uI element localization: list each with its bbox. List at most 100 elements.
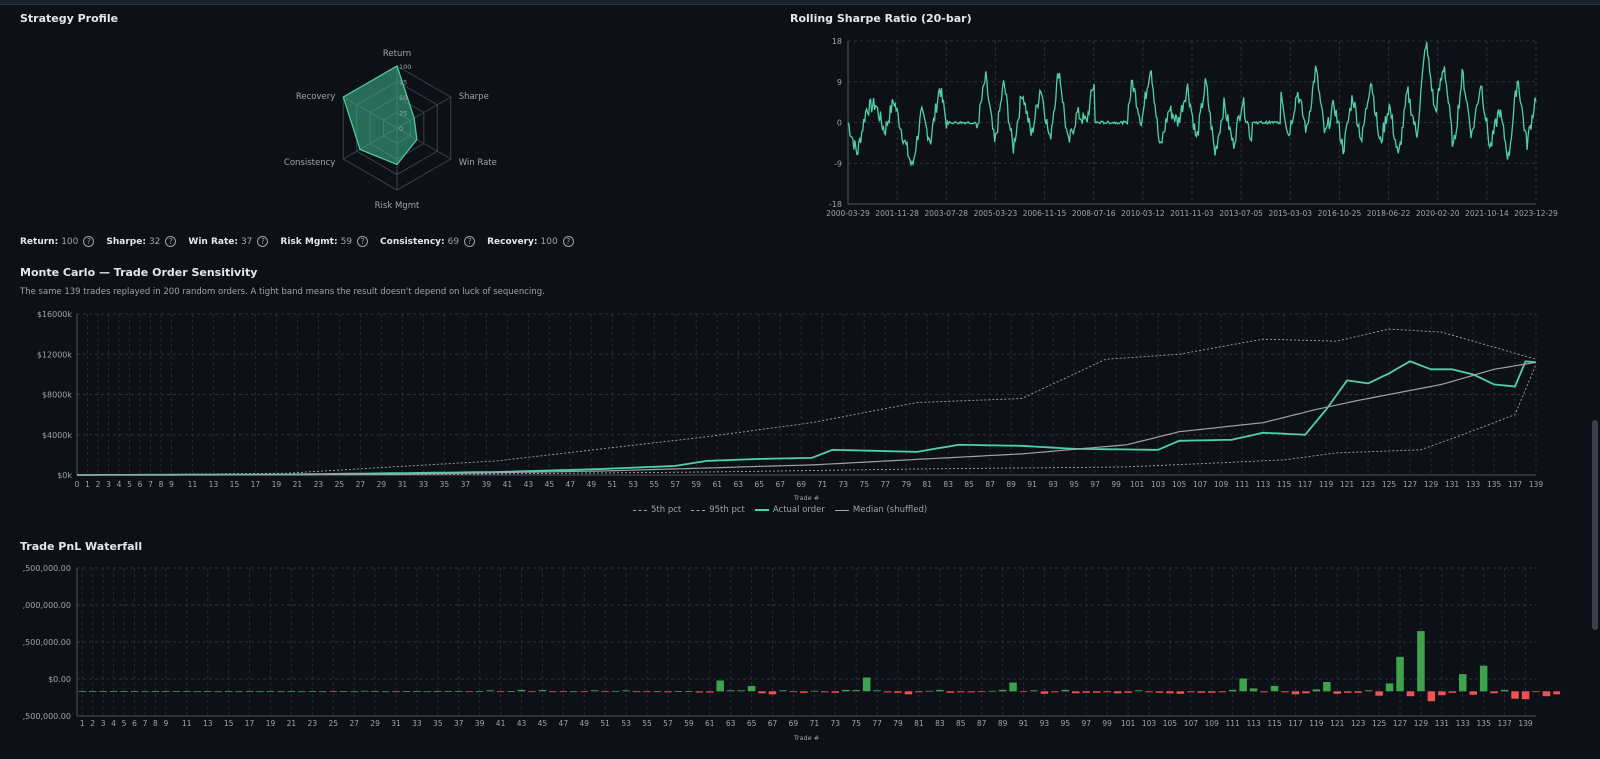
mc-x-tick: 11 (188, 480, 198, 489)
help-icon[interactable]: ? (83, 236, 95, 247)
help-icon[interactable]: ? (562, 236, 574, 247)
wf-x-tick: 139 (1518, 719, 1533, 728)
radar-axis-label: Sharpe (459, 92, 489, 102)
wf-bar (1239, 678, 1247, 692)
mc-x-tick: 139 (1529, 480, 1544, 489)
mc-x-tick: 111 (1235, 480, 1250, 489)
legend-item[interactable]: Median (shuffled) (834, 505, 927, 515)
radar-axis-label: Consistency (284, 158, 335, 168)
mc-x-tick: 99 (1111, 480, 1121, 489)
help-icon[interactable]: ? (357, 236, 369, 247)
wf-bar (99, 691, 107, 692)
metric-label: Sharpe: (106, 236, 146, 247)
wf-bar (381, 691, 390, 693)
wf-bar (1406, 691, 1415, 697)
wf-bar (915, 691, 923, 693)
mc-x-tick: 135 (1487, 480, 1502, 489)
mc-y-tick: $8000k (42, 391, 72, 400)
wf-bar (653, 691, 662, 692)
wf-x-tick: 103 (1142, 719, 1157, 728)
wf-x-tick: 85 (956, 719, 966, 728)
montecarlo-chart: $16000k$12000k$8000k$4000k$0k0 1 2 3 4 5 6 7 8 9 1… (37, 310, 1544, 502)
wf-x-tick: 79 (893, 719, 903, 728)
wf-bar (109, 691, 118, 692)
wf-x-tick: 125 (1372, 719, 1387, 728)
wf-bar (862, 677, 871, 692)
wf-x-tick: 35 (433, 719, 443, 728)
mc-x-tick: 53 (629, 480, 639, 489)
mc-x-tick: 91 (1027, 480, 1037, 489)
wf-bar (1145, 691, 1153, 693)
help-icon[interactable]: ? (257, 236, 269, 247)
mc-x-tick: 51 (608, 480, 618, 489)
sharpe-y-tick: 0 (837, 119, 842, 128)
mc-x-tick: 131 (1445, 480, 1460, 489)
wf-bar (1103, 691, 1111, 693)
wf-x-tick: 21 (287, 719, 297, 728)
wf-bar (235, 691, 243, 693)
legend-item[interactable]: 5th pct (633, 505, 681, 515)
wf-bar (1396, 656, 1404, 692)
radar-axis-label: Risk Mgmt (375, 201, 420, 211)
legend-item[interactable]: Actual order (754, 505, 825, 515)
wf-x-tick: 109 (1205, 719, 1220, 728)
metric-item: Risk Mgmt: 59? (280, 236, 369, 247)
sharpe-x-tick: 2005-03-23 (974, 209, 1018, 218)
wf-x-tick: 4 (111, 719, 116, 728)
mc-x-tick: 109 (1214, 480, 1229, 489)
montecarlo-legend[interactable]: 5th pct 95th pct Actual order Median (shuff… (633, 505, 927, 515)
mc-x-tick: 113 (1256, 480, 1271, 489)
wf-bar (685, 691, 693, 692)
metric-value: 100 (540, 236, 558, 247)
legend-item[interactable]: 95th pct (691, 505, 745, 515)
radar-axis-label: Recovery (296, 92, 335, 102)
wf-bar (1500, 689, 1509, 692)
mc-x-tick: 17 (251, 480, 261, 489)
wf-bar (1281, 691, 1289, 693)
wf-x-tick: 5 (122, 719, 127, 728)
mc-x-tick: 31 (398, 480, 408, 489)
wf-bar (758, 691, 766, 694)
wf-bar (1323, 682, 1331, 692)
sharpe-x-tick: 2010-03-12 (1121, 209, 1165, 218)
mc-x-tick: 49 (587, 480, 597, 489)
wf-bar (183, 691, 191, 692)
sharpe-x-tick: 2013-07-05 (1219, 209, 1263, 218)
wf-y-tick: ,500,000.00 (23, 638, 71, 647)
wf-bar (214, 691, 222, 693)
wf-bar (1459, 674, 1467, 692)
wf-x-tick: 129 (1414, 719, 1429, 728)
help-icon[interactable]: ? (165, 236, 177, 247)
mc-x-tick: 63 (733, 480, 743, 489)
wf-bar (747, 685, 756, 692)
sharpe-line (847, 41, 1537, 167)
mc-x-tick: 127 (1403, 480, 1418, 489)
wf-bar (1187, 691, 1195, 693)
mc-x-tick: 29 (377, 480, 387, 489)
wf-x-tick: 65 (747, 719, 757, 728)
wf-bar (1469, 691, 1477, 695)
mc-x-tick: 79 (901, 480, 911, 489)
mc-x-tick: 133 (1466, 480, 1481, 489)
mc-x-tick: 119 (1319, 480, 1334, 489)
wf-x-tick: 135 (1477, 719, 1492, 728)
wf-bar (298, 691, 306, 693)
wf-bar (643, 691, 651, 693)
wf-bar (611, 690, 620, 692)
help-icon[interactable]: ? (464, 236, 476, 247)
wf-x-tick: 47 (559, 719, 569, 728)
page-scrollbar[interactable] (1592, 420, 1598, 630)
wf-bar (852, 690, 860, 692)
sharpe-x-tick: 2006-11-15 (1023, 209, 1067, 218)
mc-x-tick: 67 (775, 480, 785, 489)
wf-bar (789, 691, 798, 693)
wf-bar (1438, 691, 1446, 696)
wf-x-tick: 6 (132, 719, 137, 728)
wf-x-tick: 69 (789, 719, 799, 728)
wf-bar (1124, 691, 1132, 693)
wf-bar (1490, 691, 1498, 694)
wf-x-tick: 23 (308, 719, 318, 728)
wf-bar (1260, 691, 1268, 693)
wf-bar (904, 691, 913, 695)
